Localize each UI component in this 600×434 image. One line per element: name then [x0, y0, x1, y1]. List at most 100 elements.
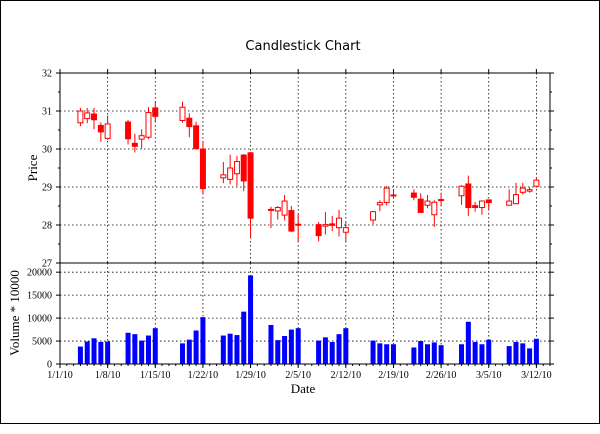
- price-axis-label: Price: [25, 154, 40, 181]
- volume-bar: [384, 344, 390, 364]
- volume-y-ticks: 0 5000 10000 15000 20000: [27, 268, 554, 371]
- volume-y-tick-label: 0: [47, 360, 52, 371]
- candle-body: [485, 199, 492, 204]
- candle-body: [383, 187, 390, 204]
- date-x-tick-label: 1/8/10: [95, 370, 121, 381]
- candle-body: [519, 187, 526, 193]
- candle-body: [431, 201, 438, 216]
- volume-bar: [200, 317, 206, 364]
- volume-bar: [132, 334, 138, 364]
- volume-bar: [506, 346, 512, 364]
- volume-y-tick-label: 10000: [27, 314, 52, 325]
- volume-bar: [479, 344, 485, 364]
- candle-body: [322, 224, 329, 227]
- candle-body: [533, 179, 540, 187]
- candle-body: [267, 208, 274, 211]
- candle-body: [77, 110, 84, 124]
- volume-bar: [275, 340, 281, 364]
- volume-bar: [125, 332, 131, 364]
- volume-bar: [77, 346, 83, 364]
- candle-body: [247, 152, 254, 219]
- date-x-tick-label: 2/5/10: [285, 370, 311, 381]
- date-x-tick-label: 1/15/10: [140, 370, 171, 381]
- volume-bar: [438, 345, 444, 364]
- date-x-tick-label: 1/1/10: [47, 370, 73, 381]
- candle-body: [186, 117, 193, 128]
- volume-bar: [282, 335, 288, 364]
- volume-bar: [486, 339, 492, 364]
- volume-bar: [459, 344, 465, 364]
- volume-bar: [193, 330, 199, 364]
- price-y-tick-label: 31: [42, 107, 52, 118]
- volume-bar: [295, 328, 301, 364]
- candle-body: [125, 121, 132, 140]
- volume-bar: [234, 335, 240, 364]
- volume-y-tick-label: 5000: [32, 337, 52, 348]
- volume-bar: [336, 334, 342, 364]
- price-y-tick-label: 32: [42, 69, 52, 80]
- volume-y-tick-label: 15000: [27, 291, 52, 302]
- date-x-tick-label: 2/19/10: [378, 370, 409, 381]
- candle-body: [233, 161, 240, 175]
- volume-bar: [418, 341, 424, 364]
- volume-bar: [152, 328, 158, 364]
- candle-body: [104, 123, 111, 139]
- volume-bar: [139, 340, 145, 364]
- candle-body: [274, 207, 281, 212]
- candle-body: [91, 113, 98, 121]
- candle-body: [390, 194, 397, 197]
- volume-bar: [472, 341, 478, 364]
- price-candles: [77, 101, 540, 242]
- volume-bar: [268, 324, 274, 364]
- candle-body: [240, 154, 247, 182]
- candle-body: [376, 202, 383, 206]
- volume-bar: [180, 343, 185, 364]
- volume-bar: [145, 335, 151, 364]
- candle-body: [472, 205, 479, 209]
- volume-bar: [425, 344, 430, 364]
- date-x-tick-label: 1/22/10: [188, 370, 219, 381]
- candle-body: [220, 174, 227, 179]
- volume-bar: [513, 341, 519, 364]
- date-x-tick-label: 3/12/10: [521, 370, 552, 381]
- price-y-ticks: 27 28 29 30 31 32: [42, 69, 554, 270]
- volume-bar: [520, 343, 526, 364]
- volume-bar: [465, 321, 471, 364]
- date-x-ticks: 1/1/10 1/8/10 1/15/10 1/22/10 1/29/10 2/5/10 2…: [47, 69, 552, 381]
- candle-body: [506, 200, 513, 206]
- date-x-tick-label: 2/12/10: [331, 370, 362, 381]
- candle-body: [295, 223, 302, 226]
- volume-bar: [91, 338, 97, 364]
- volume-bar: [533, 338, 539, 364]
- candle-body: [152, 107, 159, 117]
- chart-title: Candlestick Chart: [245, 39, 360, 54]
- volume-bar: [98, 341, 104, 364]
- candle-body: [227, 167, 234, 180]
- price-panel: 27 28 29 30 31 32 Price: [25, 69, 554, 270]
- candle-body: [329, 223, 336, 226]
- volume-bar: [431, 342, 437, 364]
- volume-bar: [322, 337, 328, 364]
- candle-body: [336, 217, 343, 229]
- date-x-tick-label: 3/5/10: [476, 370, 502, 381]
- price-y-tick-label: 27: [42, 259, 52, 270]
- candle-body: [138, 135, 145, 140]
- volume-bar: [84, 341, 90, 364]
- volume-bars: [77, 275, 539, 364]
- candle-body: [315, 224, 322, 237]
- candle-body: [410, 192, 417, 198]
- volume-bar: [390, 344, 396, 364]
- candle-body: [465, 183, 472, 209]
- candle-body: [199, 148, 206, 190]
- volume-bar: [316, 340, 322, 364]
- volume-panel: 0 5000 10000 15000 20000 1/1/10 1/8/10 1/15/10…: [7, 69, 554, 396]
- candle-body: [512, 194, 519, 205]
- candle-body: [478, 200, 485, 209]
- volume-bar: [343, 328, 349, 364]
- candle-body: [526, 189, 533, 192]
- volume-bar: [411, 347, 417, 364]
- candle-body: [84, 112, 91, 120]
- volume-axis-label: Volume * 10000: [7, 270, 22, 356]
